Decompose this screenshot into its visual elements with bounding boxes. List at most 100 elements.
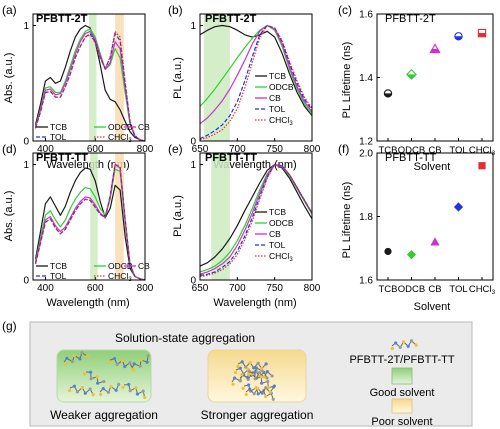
chain-bead [265,370,269,374]
chain-bead [117,382,121,387]
series-line-tol [199,163,313,276]
y-tick-label: 1 [190,160,196,171]
sample-label: PFBTT-2T [205,13,257,25]
chain-bead [70,360,74,364]
chain-bead [262,375,266,379]
chain-bead [398,345,402,349]
y-axis-label: PL Lifetime (ns) [341,42,353,119]
strong-aggregation-label: Stronger aggregation [201,408,314,422]
good-solvent-label: Good solvent [370,387,435,399]
chain-bead [390,346,394,351]
chain-bead [134,386,138,390]
series-line-chcl3 [34,163,146,281]
chain-bead [120,359,124,363]
chain-bead [72,353,77,358]
chain-bead [231,382,235,386]
polymer-chain [82,370,106,385]
chain-bead [63,362,67,366]
data-point [384,247,392,256]
x-tick-label: ODCB [398,284,425,295]
legend-label: TCB [50,122,67,132]
data-point-fill [429,48,441,54]
legend-label: CHCl3 [108,271,132,283]
y-axis-label: Abs. (a.u.) [3,53,15,104]
chain-bead [253,377,257,381]
chain-bead [106,390,110,394]
axes-frame [199,152,313,281]
x-tick-label: 700 [229,283,246,294]
polymer-label: PFBTT-2T/PFBTT-TT [349,354,454,366]
sample-label: PFBTT-TT [205,152,257,164]
y-tick-label: 2.0 [359,149,373,160]
series-line-tcb [199,24,313,116]
chain-bead [238,366,242,370]
data-point [430,237,440,246]
chain-bead [247,383,251,387]
x-tick-label: 750 [266,144,283,155]
chain-bead [146,354,150,358]
chain-bead [101,386,105,391]
legend-label: ODCB [108,122,133,132]
panel-g-schematic: (g) Solution-state aggregation Weaker ag… [2,319,473,428]
panel-d-absorption-tt: (d) 400 600 800 0 1 TCB ODCB TOL CHCl3 CB PFBTT-T… [2,142,154,309]
poor-solvent-band [115,14,124,141]
y-tick-label: 1.6 [359,10,373,21]
legend-label: CB [269,229,281,239]
panel-label: (a) [2,3,17,17]
chain-bead [240,373,244,377]
x-tick-label: 650 [192,144,209,155]
legend-label: CB [138,122,150,132]
x-axis-label: Solvent [414,301,451,313]
series-line-tcb [34,24,146,142]
chain-bead [260,381,264,385]
x-tick-label: 650 [192,283,209,294]
y-axis-label: PL (a.u.) [172,57,184,99]
chain-bead [89,377,93,381]
plot-area: 400 600 800 0 1 TCB ODCB TOL CHCl3 CB [23,152,154,294]
panel-label: (g) [2,319,17,333]
polymer-chain [63,351,90,366]
x-tick-label: 750 [266,283,283,294]
plot-area: 1.2 1.4 1.6 TCB ODCB CB TOL CHCl3 [359,10,495,158]
sample-label: PFBTT-TT [36,152,88,164]
chain-bead [394,341,398,345]
y-tick-label: 1 [23,21,29,32]
legend-label: TCB [50,261,67,271]
x-tick-label: 600 [87,283,104,294]
legend-label: ODCB [108,261,133,271]
y-axis-label: PL Lifetime (ns) [341,182,353,259]
poor-solvent-band [115,153,124,280]
chain-bead [85,354,90,358]
x-tick-subscript: 3 [492,150,496,157]
data-point [406,250,417,260]
chain-bead [115,362,119,367]
chain-bead [135,392,140,396]
chain-bead [107,360,111,365]
series-line-odcb [199,24,313,115]
chain-bead [260,391,264,395]
chain-bead [401,340,406,344]
poor-solvent-swatch [391,398,413,414]
chain-bead [128,361,132,365]
chain-bead [112,357,117,361]
x-axis-label: Wavelength (nm) [46,159,129,171]
sample-label: PFBTT-2T [36,13,88,25]
y-tick-label: 1 [23,160,29,171]
chain-bead [264,386,268,390]
panel-label: (d) [2,142,17,156]
chain-bead [127,382,131,387]
data-point-fill [383,93,393,98]
chain-bead [248,387,252,391]
x-axis-label: Wavelength (nm) [213,159,296,171]
chain-bead [271,397,275,401]
axes-frame [32,152,146,281]
legend-label: CHCl3 [108,132,132,144]
series-line-cb [199,24,313,125]
chain-bead [80,351,84,355]
chain-bead [256,386,260,391]
